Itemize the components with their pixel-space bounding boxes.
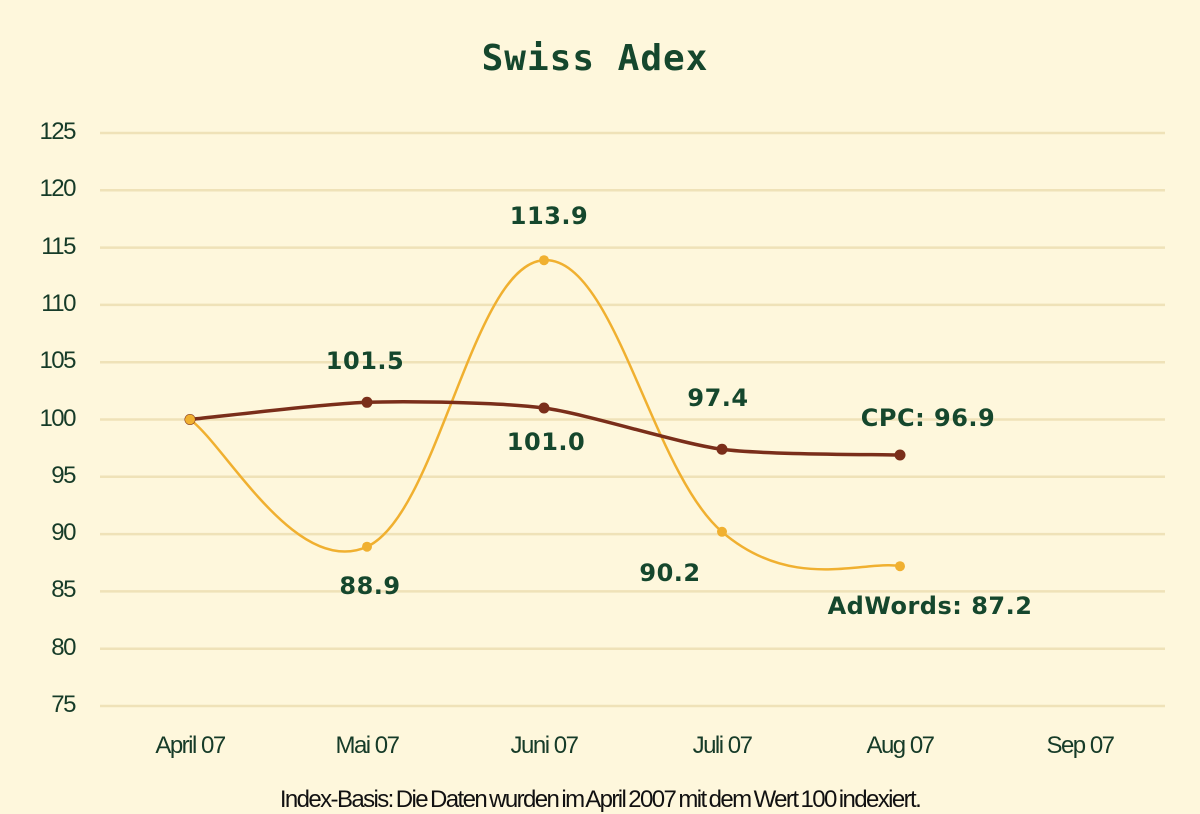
series-end-label-cpc: CPC: 96.9 xyxy=(860,404,996,432)
y-tick-label: 120 xyxy=(39,175,76,203)
data-label-adwords: 113.9 xyxy=(509,202,589,230)
data-label-cpc: 101.0 xyxy=(506,428,586,456)
y-tick-label: 100 xyxy=(39,404,76,432)
series-line-adwords xyxy=(189,258,901,571)
y-tick-label: 110 xyxy=(41,289,76,317)
y-tick-label: 105 xyxy=(39,347,76,375)
y-tick-label: 75 xyxy=(51,691,76,718)
y-tick-label: 90 xyxy=(51,519,76,547)
x-tick-label: Sep 07 xyxy=(1046,732,1115,759)
x-tick-label: Mai 07 xyxy=(335,732,400,759)
x-tick-label: Juli 07 xyxy=(692,732,753,759)
x-tick-label: Aug 07 xyxy=(866,732,935,759)
data-label-cpc: 97.4 xyxy=(687,384,749,412)
data-label-adwords: 90.2 xyxy=(639,559,701,587)
y-tick-label: 95 xyxy=(51,461,76,489)
chart-title: Swiss Adex xyxy=(481,38,709,79)
x-tick-label: Juni 07 xyxy=(510,732,579,759)
y-tick-label: 85 xyxy=(51,576,76,604)
x-tick-label: April 07 xyxy=(155,732,226,759)
y-tick-label: 115 xyxy=(41,232,76,260)
y-tick-label: 80 xyxy=(51,633,76,661)
footnote: Index-Basis: Die Daten wurden im April 2… xyxy=(279,786,922,813)
gridlines xyxy=(100,131,1165,708)
y-tick-label: 125 xyxy=(39,118,76,145)
data-point-markers xyxy=(184,255,906,572)
series-end-label-adwords: AdWords: 87.2 xyxy=(827,592,1033,620)
data-label-adwords: 88.9 xyxy=(339,572,401,600)
data-label-cpc: 101.5 xyxy=(325,347,405,375)
